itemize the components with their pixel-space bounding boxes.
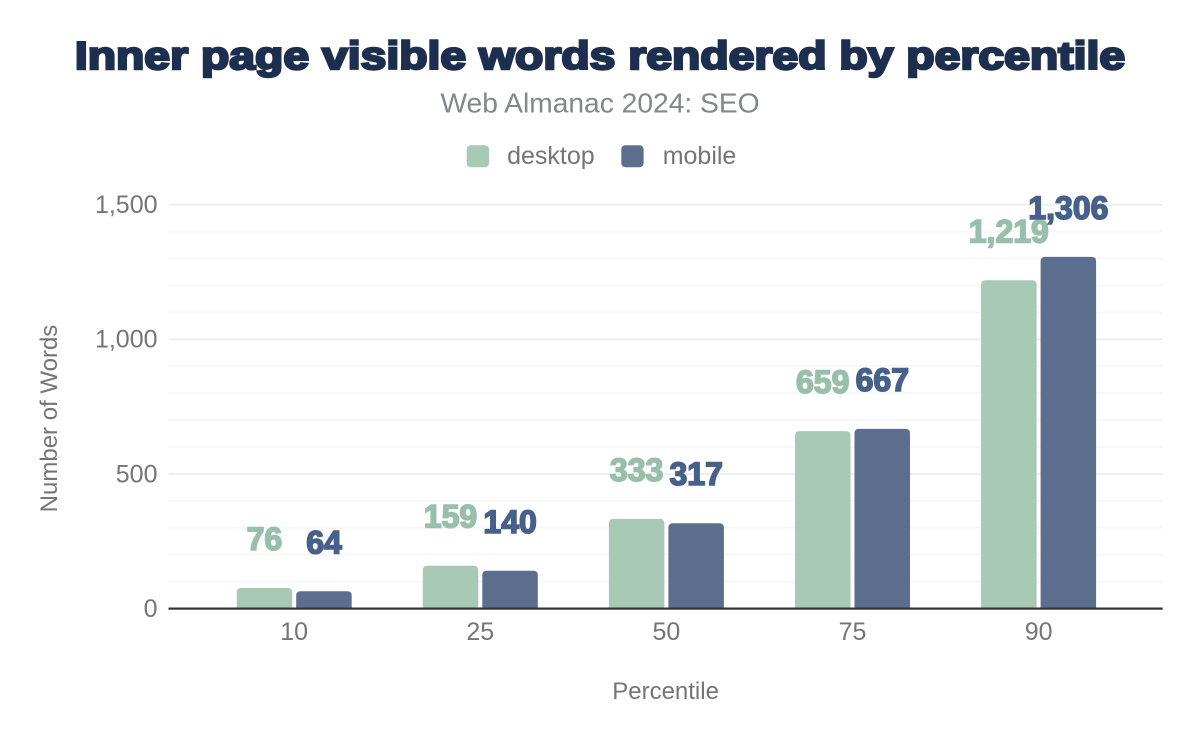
svg-text:desktop: desktop bbox=[507, 142, 595, 170]
svg-text:Number of Words: Number of Words bbox=[36, 325, 63, 513]
svg-text:Percentile: Percentile bbox=[612, 678, 719, 705]
svg-text:64: 64 bbox=[306, 524, 342, 560]
svg-text:500: 500 bbox=[116, 460, 158, 488]
svg-text:1,500: 1,500 bbox=[95, 191, 158, 219]
svg-text:1,306: 1,306 bbox=[1028, 190, 1108, 226]
svg-text:667: 667 bbox=[856, 362, 909, 398]
svg-text:159: 159 bbox=[424, 499, 477, 535]
svg-text:10: 10 bbox=[280, 618, 308, 646]
svg-text:140: 140 bbox=[483, 504, 536, 540]
svg-text:90: 90 bbox=[1025, 618, 1053, 646]
svg-text:1,219: 1,219 bbox=[969, 213, 1049, 249]
svg-text:0: 0 bbox=[144, 595, 158, 623]
svg-text:50: 50 bbox=[652, 618, 680, 646]
svg-text:mobile: mobile bbox=[663, 142, 737, 170]
svg-text:Inner page visible words rende: Inner page visible words rendered by per… bbox=[75, 34, 1125, 78]
svg-text:1,000: 1,000 bbox=[95, 326, 158, 354]
svg-text:317: 317 bbox=[670, 456, 723, 492]
svg-text:659: 659 bbox=[796, 364, 849, 400]
svg-text:333: 333 bbox=[610, 452, 663, 488]
svg-text:Web Almanac 2024: SEO: Web Almanac 2024: SEO bbox=[440, 86, 759, 118]
svg-text:75: 75 bbox=[839, 618, 867, 646]
svg-text:25: 25 bbox=[466, 618, 494, 646]
svg-text:76: 76 bbox=[247, 521, 283, 557]
